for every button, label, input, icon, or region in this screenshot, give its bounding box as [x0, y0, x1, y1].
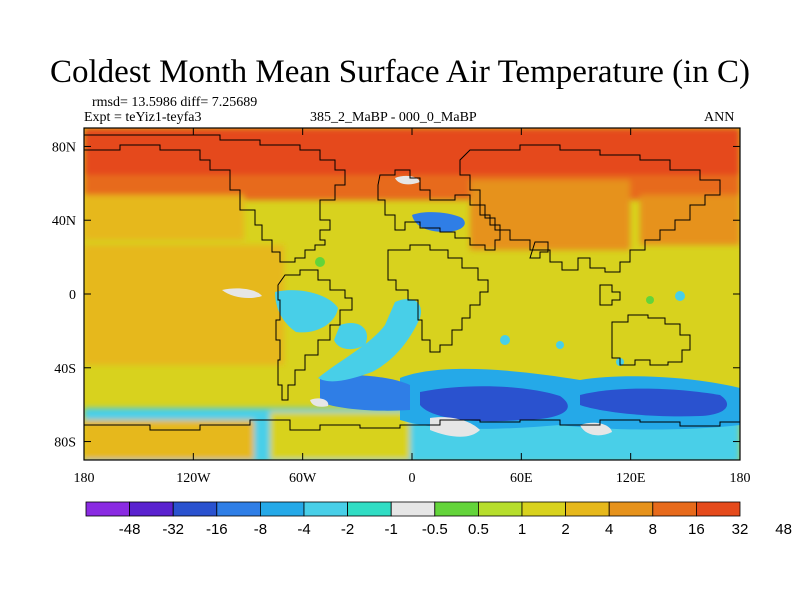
- colorbar-label: 1: [518, 521, 526, 538]
- south-america-coast: [275, 269, 353, 401]
- colorbar-swatch: [259, 501, 305, 517]
- maritime-continent-coast: [599, 284, 621, 306]
- colorbar-label: 8: [649, 521, 657, 538]
- lat-tick-label: 80N: [52, 140, 76, 155]
- colorbar-swatch: [521, 501, 566, 517]
- neutral-patch-drake: [310, 398, 329, 407]
- colorbar: -48 -32 -16 -8 -4 -2 -1 -0.5 0.5 1 2 4 8 16 32 48: [85, 501, 792, 538]
- colorbar-label: -4: [297, 521, 310, 538]
- colorbar-label: -48: [119, 521, 141, 538]
- south-atlantic-cold-patch: [334, 322, 368, 350]
- australia-coast: [611, 314, 691, 366]
- arctic-warm-band: [84, 128, 740, 178]
- lat-tick-label: 0: [69, 288, 76, 303]
- experiment-text: Expt = teYiz1-teyfa3: [84, 110, 202, 125]
- atlantic-cold-tongue: [318, 298, 421, 382]
- north-america-coast: [84, 134, 346, 263]
- colorbar-swatch: [696, 501, 741, 517]
- colorbar-label: 4: [605, 521, 613, 538]
- colorbar-label: -16: [206, 521, 228, 538]
- colorbar-swatch: [608, 501, 654, 517]
- amazon-cold-patch: [275, 290, 338, 333]
- lon-tick-label: 0: [409, 471, 416, 486]
- period-difference-text: 385_2_MaBP - 000_0_MaBP: [310, 110, 477, 125]
- lat-tick-label: 40N: [52, 214, 76, 229]
- antarctic-pacific-field: [84, 420, 254, 460]
- lat-tick-label: 80S: [54, 436, 76, 451]
- cold-pool-south-atlantic: [320, 375, 410, 411]
- tropical-pacific-field: [84, 245, 284, 365]
- cold-spot: [500, 335, 510, 345]
- colorbar-swatch: [477, 501, 523, 517]
- neutral-patch-antarctica: [430, 417, 480, 437]
- lon-tick-label: 180: [74, 471, 95, 486]
- colorbar-swatch: [434, 501, 479, 517]
- cold-core-atlantic: [420, 386, 568, 422]
- europe-coast: [377, 169, 501, 251]
- coastlines: [84, 134, 740, 431]
- rmsd-diff-text: rmsd= 13.5986 diff= 7.25689: [92, 95, 258, 110]
- colorbar-label: -8: [254, 521, 267, 538]
- central-asia-cold-patch: [412, 212, 465, 232]
- colorbar-label: -32: [162, 521, 184, 538]
- colorbar-swatch: [390, 501, 436, 517]
- colorbar-swatch: [172, 501, 218, 517]
- plot-title: Coldest Month Mean Surface Air Temperatu…: [50, 54, 750, 90]
- lon-tick-label: 120E: [616, 471, 646, 486]
- siberia-field: [470, 180, 630, 250]
- colorbar-swatch: [129, 501, 174, 517]
- asia-coast: [459, 144, 721, 273]
- lat-tick-label: 40S: [54, 362, 76, 377]
- colorbar-swatch: [216, 501, 261, 517]
- colorbar-swatch: [303, 501, 348, 517]
- neutral-patch-pacific: [222, 288, 262, 298]
- colorbar-label: -1: [385, 521, 398, 538]
- colorbar-swatch: [347, 501, 392, 517]
- lon-tick-label: 180: [730, 471, 751, 486]
- cold-spot: [556, 341, 564, 349]
- neutral-patch-east-antarctica: [580, 422, 612, 436]
- lon-tick-label: 60E: [510, 471, 533, 486]
- colorbar-label: 2: [561, 521, 569, 538]
- slight-warm-spot: [646, 296, 654, 304]
- colorbar-swatch: [565, 501, 610, 517]
- antarctica-coast: [84, 419, 740, 431]
- colorbar-swatch: [652, 501, 697, 517]
- africa-coast: [387, 244, 489, 353]
- colorbar-label: 0.5: [468, 521, 489, 538]
- lon-tick-label: 60W: [289, 471, 317, 486]
- india-coast: [529, 241, 549, 259]
- colorbar-label: -2: [341, 521, 354, 538]
- colorbar-label: 32: [732, 521, 749, 538]
- colorbar-swatch: [85, 501, 130, 517]
- colorbar-label: 48: [775, 521, 792, 538]
- colorbar-label: -0.5: [422, 521, 448, 538]
- lon-tick-label: 120W: [176, 471, 211, 486]
- slight-warm-spot: [315, 257, 325, 267]
- colorbar-label: 16: [688, 521, 705, 538]
- north-pacific-field: [84, 195, 244, 240]
- antarctic-peninsula-field: [270, 412, 410, 460]
- temperature-field: [84, 128, 740, 460]
- season-text: ANN: [704, 110, 735, 125]
- cold-spot: [675, 291, 685, 301]
- cold-core-indian: [580, 388, 728, 417]
- field-shading: [84, 128, 740, 460]
- axis-ticks: 180 120W 60W 0 60E 120E 180 80N 40N 0 40S 80S: [52, 128, 751, 486]
